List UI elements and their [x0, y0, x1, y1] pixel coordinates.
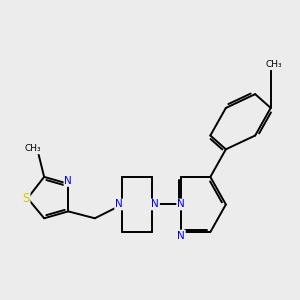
Text: S: S — [22, 192, 29, 205]
Text: N: N — [115, 200, 123, 209]
Text: N: N — [177, 230, 185, 241]
Text: N: N — [64, 176, 72, 186]
Text: CH₃: CH₃ — [265, 60, 282, 69]
Text: N: N — [177, 200, 185, 209]
Text: N: N — [151, 200, 159, 209]
Text: CH₃: CH₃ — [24, 145, 41, 154]
